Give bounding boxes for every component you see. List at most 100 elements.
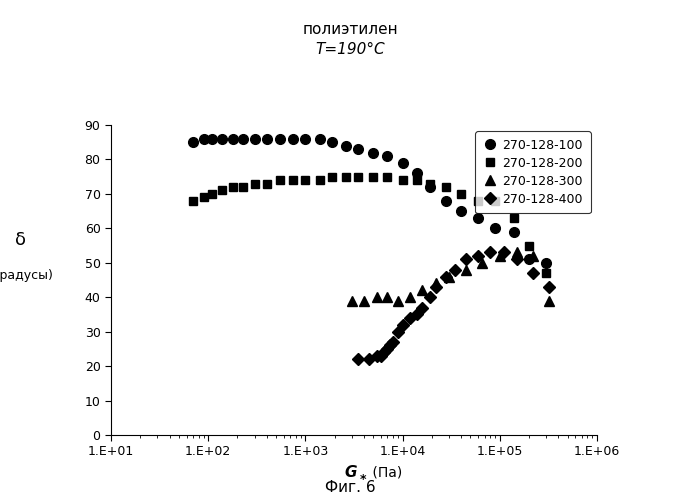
270-128-300: [496, 253, 504, 259]
270-128-300: [477, 260, 486, 266]
270-128-400: [364, 356, 373, 362]
270-128-200: [425, 180, 434, 186]
270-128-300: [545, 298, 553, 304]
270-128-200: [200, 194, 208, 200]
Line: 270-128-200: 270-128-200: [189, 172, 550, 278]
270-128-200: [315, 177, 323, 183]
270-128-100: [542, 260, 550, 266]
270-128-100: [509, 229, 518, 235]
270-128-100: [369, 150, 378, 156]
270-128-200: [276, 177, 285, 183]
270-128-100: [425, 184, 434, 190]
270-128-100: [328, 139, 337, 145]
270-128-400: [545, 284, 553, 290]
270-128-100: [208, 136, 217, 142]
270-128-100: [229, 136, 237, 142]
270-128-200: [542, 270, 550, 276]
270-128-200: [383, 174, 391, 180]
270-128-100: [398, 160, 407, 166]
270-128-100: [218, 136, 226, 142]
270-128-100: [262, 136, 271, 142]
270-128-400: [394, 328, 403, 334]
270-128-400: [380, 350, 389, 356]
270-128-100: [200, 136, 208, 142]
270-128-100: [289, 136, 298, 142]
270-128-400: [451, 266, 459, 272]
270-128-200: [398, 177, 407, 183]
Text: T=190°C: T=190°C: [316, 42, 385, 58]
270-128-200: [442, 184, 450, 190]
Text: δ: δ: [15, 231, 26, 249]
270-128-200: [239, 184, 248, 190]
270-128-400: [486, 250, 494, 256]
270-128-200: [289, 177, 298, 183]
270-128-400: [474, 253, 482, 259]
270-128-300: [418, 288, 427, 294]
270-128-200: [251, 180, 259, 186]
270-128-400: [425, 294, 434, 300]
270-128-400: [500, 250, 508, 256]
270-128-300: [513, 250, 521, 256]
Text: полиэтилен: полиэтилен: [303, 22, 398, 38]
270-128-100: [442, 198, 450, 204]
270-128-100: [301, 136, 310, 142]
Line: 270-128-300: 270-128-300: [347, 248, 554, 306]
270-128-300: [432, 280, 440, 286]
270-128-200: [301, 177, 310, 183]
270-128-100: [189, 139, 197, 145]
270-128-100: [315, 136, 323, 142]
270-128-100: [341, 142, 350, 148]
270-128-400: [354, 356, 362, 362]
Text: (Па): (Па): [368, 466, 403, 479]
270-128-300: [383, 294, 391, 300]
270-128-200: [525, 242, 533, 248]
270-128-300: [348, 298, 356, 304]
270-128-300: [373, 294, 382, 300]
270-128-400: [462, 256, 470, 262]
270-128-200: [369, 174, 378, 180]
270-128-100: [412, 170, 421, 176]
Text: (градусы): (градусы): [0, 268, 53, 281]
270-128-200: [457, 191, 465, 197]
270-128-300: [359, 298, 368, 304]
270-128-400: [387, 342, 395, 348]
270-128-300: [394, 298, 403, 304]
Line: 270-128-400: 270-128-400: [354, 248, 553, 364]
Text: G: G: [344, 465, 357, 480]
270-128-200: [354, 174, 362, 180]
270-128-100: [239, 136, 248, 142]
270-128-300: [445, 274, 453, 280]
270-128-100: [251, 136, 259, 142]
270-128-400: [373, 353, 382, 359]
270-128-100: [276, 136, 285, 142]
Legend: 270-128-100, 270-128-200, 270-128-300, 270-128-400: 270-128-100, 270-128-200, 270-128-300, 2…: [475, 131, 591, 213]
270-128-200: [262, 180, 271, 186]
270-128-200: [412, 177, 421, 183]
270-128-400: [513, 256, 521, 262]
270-128-300: [406, 294, 414, 300]
270-128-200: [328, 174, 337, 180]
270-128-400: [418, 304, 427, 310]
270-128-400: [389, 339, 397, 345]
270-128-100: [525, 256, 533, 262]
270-128-400: [442, 274, 450, 280]
270-128-200: [189, 198, 197, 204]
270-128-400: [412, 312, 421, 318]
270-128-400: [406, 315, 414, 321]
270-128-400: [398, 322, 407, 328]
270-128-200: [218, 188, 226, 194]
270-128-200: [341, 174, 350, 180]
270-128-400: [432, 284, 440, 290]
Line: 270-128-100: 270-128-100: [188, 134, 551, 268]
270-128-100: [383, 153, 391, 159]
270-128-100: [491, 226, 500, 232]
270-128-100: [457, 208, 465, 214]
270-128-300: [462, 266, 470, 272]
270-128-200: [208, 191, 217, 197]
270-128-400: [383, 346, 391, 352]
270-128-200: [229, 184, 237, 190]
270-128-400: [377, 353, 385, 359]
270-128-200: [491, 198, 500, 204]
270-128-400: [529, 270, 537, 276]
270-128-200: [474, 198, 482, 204]
